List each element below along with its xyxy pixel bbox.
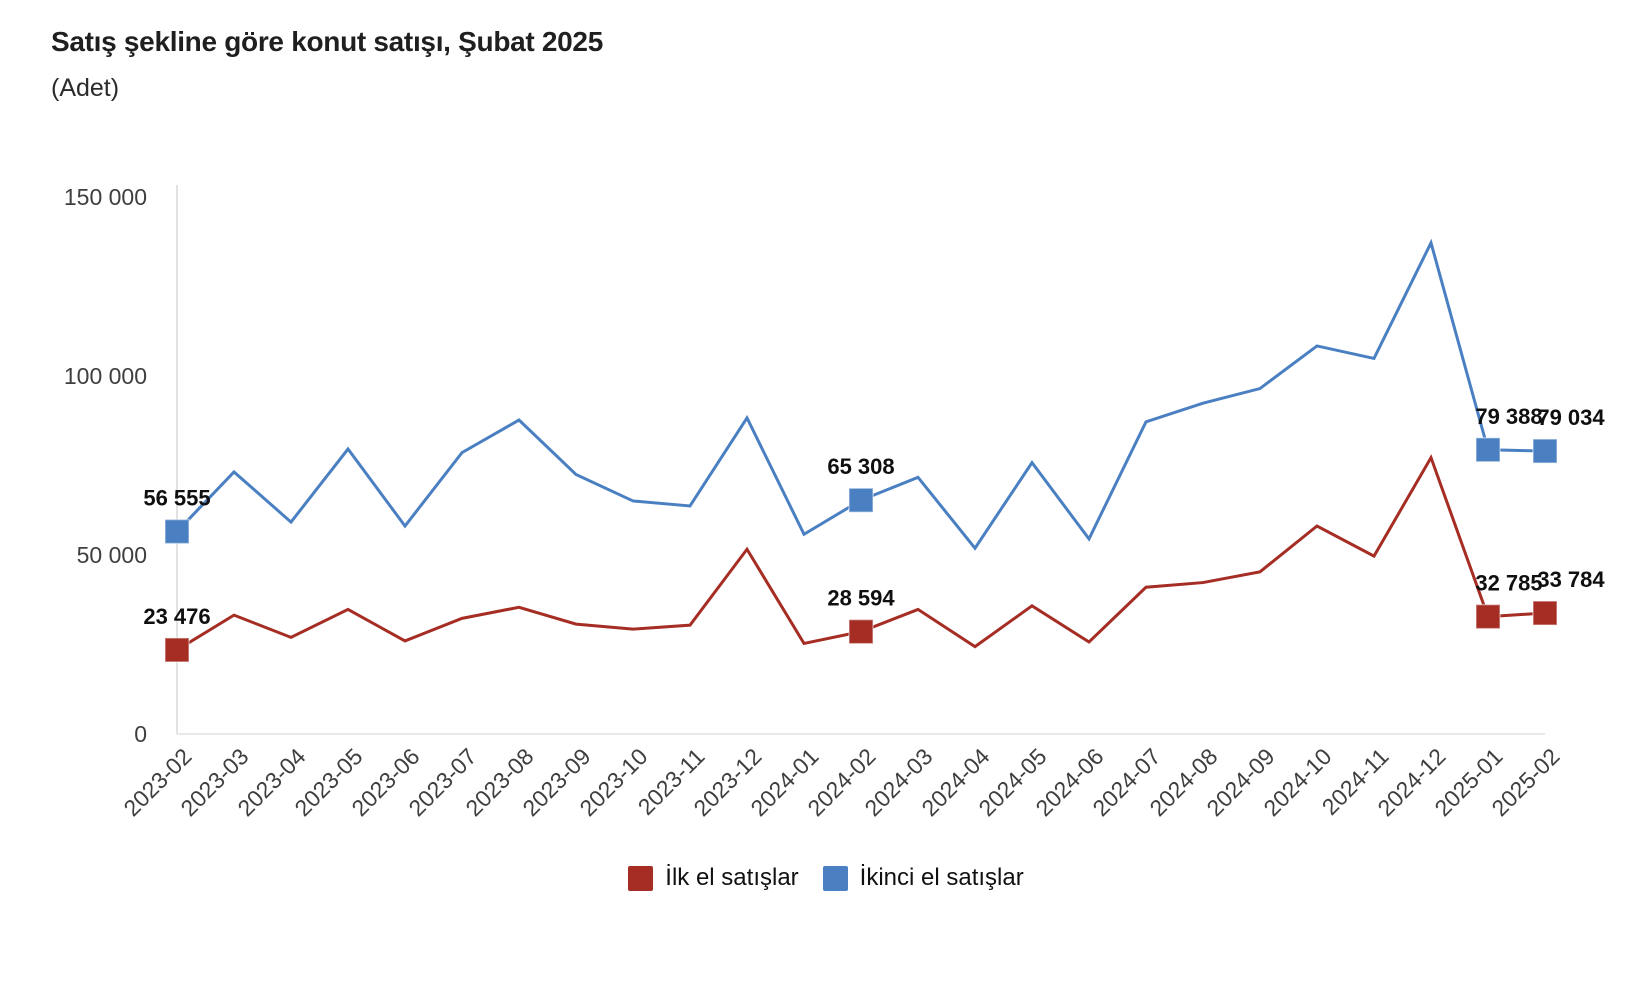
chart-unit-subtitle: (Adet) bbox=[51, 74, 120, 102]
y-axis-tick-label: 100 000 bbox=[64, 363, 147, 389]
series-marker-1 bbox=[164, 518, 190, 545]
data-point-label: 28 594 bbox=[827, 586, 895, 611]
series-marker-1 bbox=[1532, 438, 1558, 464]
legend-label-ilk-el: İlk el satışlar bbox=[665, 864, 799, 891]
data-point-label: 33 784 bbox=[1537, 567, 1605, 592]
y-axis-tick-label: 0 bbox=[134, 721, 147, 747]
legend-swatch-ilk-el-icon bbox=[628, 865, 654, 891]
legend-item-ilk-el: İlk el satışlar bbox=[628, 864, 799, 892]
y-axis-tick-label: 150 000 bbox=[64, 184, 147, 210]
legend-label-ikinci-el: İkinci el satışlar bbox=[859, 864, 1024, 891]
legend-item-ikinci-el: İkinci el satışlar bbox=[822, 864, 1024, 892]
chart-legend: İlk el satışlar İkinci el satışlar bbox=[0, 864, 1652, 892]
y-axis-tick-label: 50 000 bbox=[77, 542, 147, 568]
series-marker-0 bbox=[1532, 600, 1558, 626]
data-point-label: 65 308 bbox=[827, 454, 894, 479]
data-point-label: 79 388 bbox=[1475, 404, 1542, 429]
series-marker-1 bbox=[848, 487, 874, 513]
series-marker-0 bbox=[164, 637, 190, 663]
series-marker-0 bbox=[848, 618, 874, 645]
legend-swatch-ikinci-el-icon bbox=[822, 865, 848, 891]
series-marker-0 bbox=[1475, 603, 1501, 630]
data-point-label: 56 555 bbox=[143, 486, 210, 511]
data-point-label: 32 785 bbox=[1475, 571, 1542, 596]
chart-title: Satış şekline göre konut satışı, Şubat 2… bbox=[51, 26, 603, 57]
series-marker-1 bbox=[1475, 437, 1501, 463]
data-point-label: 79 034 bbox=[1537, 405, 1605, 430]
data-point-label: 23 476 bbox=[143, 604, 210, 629]
